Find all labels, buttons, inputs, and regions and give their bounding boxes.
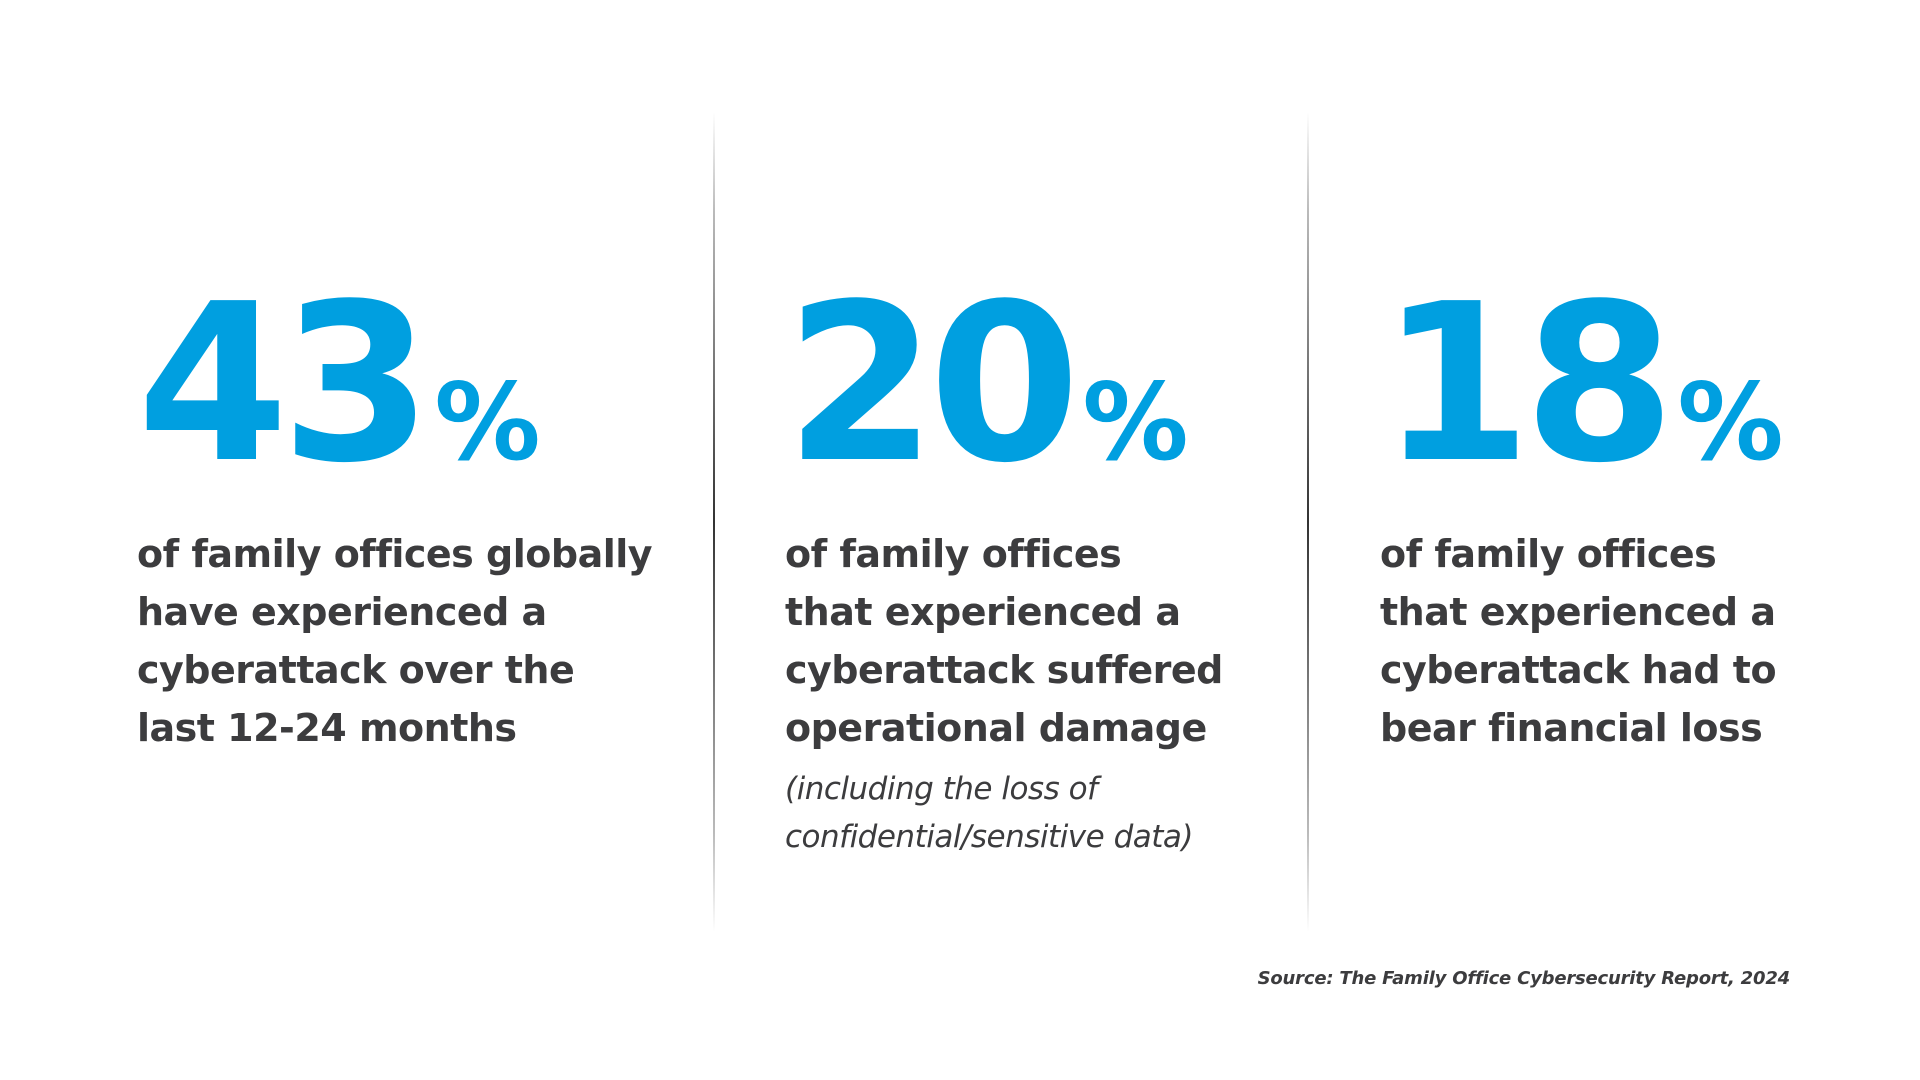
stat-description-line: have experienced a — [137, 590, 547, 634]
stat-note-line: (including the loss of — [785, 771, 1098, 807]
source-citation: Source: The Family Office Cybersecurity … — [1257, 968, 1791, 989]
stat-description-line: that experienced a — [1380, 590, 1776, 634]
column-divider — [713, 112, 715, 932]
stat-figure: 43% — [137, 258, 652, 511]
stat-number: 20 — [785, 258, 1080, 511]
stat-description: of family offices globally have experien… — [137, 525, 653, 757]
stat-description-line: of family offices globally — [137, 532, 653, 576]
stat-description-line: cyberattack over the — [137, 648, 575, 692]
stat-description: of family offices that experienced a cyb… — [1380, 525, 1782, 757]
stat-number: 18 — [1380, 258, 1675, 511]
stat-description-line: cyberattack had to — [1380, 648, 1777, 692]
stat-description: of family offices that experienced a cyb… — [785, 525, 1223, 757]
stat-description-line: of family offices — [1380, 532, 1717, 576]
stat-description-line: bear financial loss — [1380, 706, 1763, 750]
stat-description-line: cyberattack suffered — [785, 648, 1223, 692]
stat-block-operational-damage: 20% of family offices that experienced a… — [785, 258, 1223, 861]
percent-sign: % — [1677, 361, 1783, 484]
stat-note: (including the loss of confidential/sens… — [785, 765, 1223, 861]
stat-block-financial-loss: 18% of family offices that experienced a… — [1380, 258, 1784, 757]
stat-description-line: operational damage — [785, 706, 1207, 750]
stat-description-line: of family offices — [785, 532, 1122, 576]
stat-note-line: confidential/sensitive data) — [785, 819, 1193, 855]
stat-description-line: last 12-24 months — [137, 706, 517, 750]
stat-figure: 20% — [785, 258, 1223, 511]
percent-sign: % — [1082, 361, 1188, 484]
stat-description-line: that experienced a — [785, 590, 1181, 634]
stat-figure: 18% — [1380, 258, 1784, 511]
stat-block-global-cyberattacks: 43% of family offices globally have expe… — [137, 258, 653, 757]
percent-sign: % — [434, 361, 540, 484]
stat-number: 43 — [137, 258, 432, 511]
column-divider — [1307, 112, 1309, 932]
